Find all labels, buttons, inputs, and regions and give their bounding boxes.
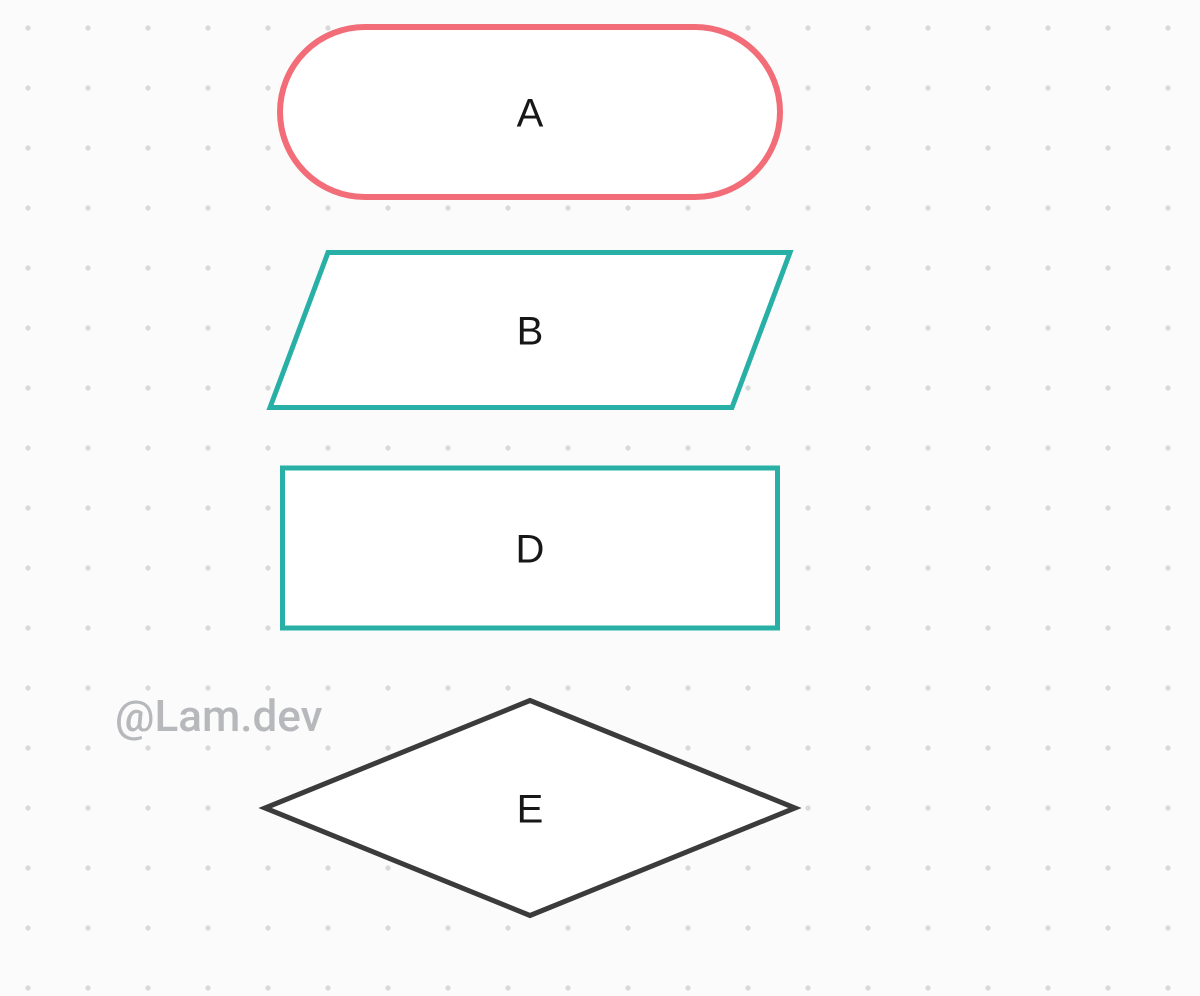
rectangle-label: D [516,528,545,572]
parallelogram-shape[interactable]: B [270,253,790,408]
diamond-label: E [517,788,544,832]
diagram-canvas: A B D E @Lam.dev [0,0,1200,996]
parallelogram-label: B [517,310,544,354]
terminator-shape[interactable]: A [280,27,780,197]
terminator-label: A [517,92,544,136]
shapes-layer: A B D E [0,0,1200,996]
rectangle-shape[interactable]: D [283,468,778,628]
diamond-shape[interactable]: E [265,701,795,916]
